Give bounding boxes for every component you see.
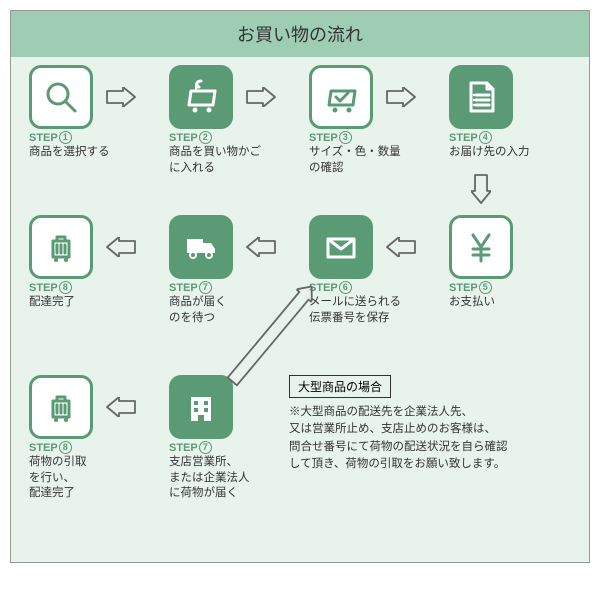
flow-arrow [471,173,491,205]
step-label: STEP8 [29,441,134,454]
cart-check-icon [309,65,373,129]
step-s1: STEP1 商品を選択する [29,65,134,161]
step-desc: 商品を買い物かごに入れる [169,145,274,176]
diagram-body: STEP1 商品を選択する STEP2 商品を買い物かごに入れる STEP3 サ… [11,57,589,562]
step-s7a: STEP7 商品が届くのを待つ [169,215,274,326]
truck-icon [169,215,233,279]
step-desc: メールに送られる伝票番号を保存 [309,295,414,326]
step-desc: 商品を選択する [29,145,134,161]
step-desc: お支払い [449,295,554,311]
note-title: 大型商品の場合 [289,375,391,398]
step-desc: サイズ・色・数量の確認 [309,145,414,176]
step-s8b: STEP8 荷物の引取を行い、配達完了 [29,375,134,502]
flow-arrow [245,237,277,257]
note-text: ※大型商品の配送先を企業法人先、又は営業所止め、支店止めのお客様は、問合せ番号に… [289,404,508,473]
step-s3: STEP3 サイズ・色・数量の確認 [309,65,414,176]
flow-arrow [385,237,417,257]
step-desc: 荷物の引取を行い、配達完了 [29,455,134,502]
flow-arrow [105,397,137,417]
flow-arrow [105,237,137,257]
step-s5: STEP5 お支払い [449,215,554,311]
luggage-icon [29,375,93,439]
step-label: STEP7 [169,441,274,454]
step-label: STEP5 [449,281,554,294]
flow-arrow [385,87,417,107]
step-desc: 商品が届くのを待つ [169,295,274,326]
step-s8a: STEP8 配達完了 [29,215,134,311]
step-desc: 配達完了 [29,295,134,311]
step-s6: STEP6 メールに送られる伝票番号を保存 [309,215,414,326]
diagram-title: お買い物の流れ [11,11,589,57]
form-icon [449,65,513,129]
mail-icon [309,215,373,279]
step-s7b: STEP7 支店営業所、または企業法人に荷物が届く [169,375,274,502]
step-label: STEP7 [169,281,274,294]
shopping-flow-diagram: お買い物の流れ STEP1 商品を選択する STEP2 商品を買い物かごに入れる… [10,10,590,563]
step-label: STEP8 [29,281,134,294]
step-s4: STEP4 お届け先の入力 [449,65,554,161]
flow-arrow [245,87,277,107]
search-icon [29,65,93,129]
flow-arrow [105,87,137,107]
step-label: STEP2 [169,131,274,144]
large-item-note: 大型商品の場合 ※大型商品の配送先を企業法人先、又は営業所止め、支店止めのお客様… [289,375,508,473]
step-s2: STEP2 商品を買い物かごに入れる [169,65,274,176]
building-icon [169,375,233,439]
cart-add-icon [169,65,233,129]
step-label: STEP6 [309,281,414,294]
step-label: STEP4 [449,131,554,144]
step-desc: お届け先の入力 [449,145,554,161]
step-label: STEP1 [29,131,134,144]
step-label: STEP3 [309,131,414,144]
luggage-icon [29,215,93,279]
step-desc: 支店営業所、または企業法人に荷物が届く [169,455,274,502]
yen-icon [449,215,513,279]
